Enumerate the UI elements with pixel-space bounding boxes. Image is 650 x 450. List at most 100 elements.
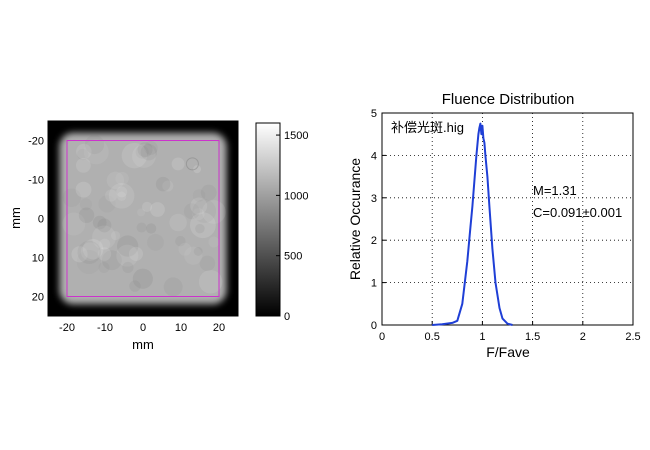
- line-x-ticks: 0 0.5 1 1.5 2 2.5: [379, 321, 641, 343]
- line-x-tick-label: 2.5: [625, 331, 640, 343]
- texture-blob: [129, 280, 141, 292]
- texture-blob: [183, 203, 200, 220]
- texture-blob: [147, 233, 164, 251]
- texture-blob: [76, 143, 92, 160]
- line-x-tick-label: 1.5: [525, 331, 540, 343]
- texture-blob: [135, 145, 149, 159]
- texture-blob: [108, 183, 135, 209]
- map-x-tick-label: 10: [175, 322, 187, 334]
- colorbar: 0 500 1000 1500: [255, 122, 308, 323]
- line-x-tick-label: 0: [379, 331, 385, 343]
- line-x-tick-label: 2: [580, 331, 586, 343]
- texture-blob: [128, 246, 144, 261]
- texture-blob: [132, 144, 156, 168]
- texture-blob: [121, 142, 148, 169]
- map-y-tick-label: -10: [28, 175, 44, 187]
- texture-blob: [141, 201, 153, 212]
- fluence-map: -20 -10 0 10 20 -20 -10 0 10 20 mm mm: [8, 120, 239, 352]
- line-y-tick-label: 4: [371, 150, 377, 162]
- texture-blob: [178, 242, 192, 256]
- texture-blob: [83, 139, 109, 165]
- annotation-file: 补偿光斑.hig: [391, 120, 464, 135]
- roi-box: [66, 140, 220, 297]
- texture-blob: [169, 213, 187, 232]
- line-y-label: Relative Occurance: [347, 158, 363, 280]
- map-y-tick-label: -20: [28, 136, 44, 148]
- plot-frame: [381, 112, 634, 326]
- colorbar-tick-label: 500: [284, 251, 302, 263]
- texture-blob: [106, 171, 125, 190]
- grid-lines: [382, 113, 633, 325]
- texture-blob: [75, 181, 92, 198]
- texture-blob: [98, 195, 116, 213]
- fluence-histogram: Fluence Distribution 0 0.5 1 1.5 2 2.5 0 1 2 3 4 5…: [347, 91, 641, 360]
- map-y-label: mm: [8, 207, 23, 229]
- texture-blob: [192, 208, 205, 221]
- texture-blob: [97, 218, 112, 233]
- colorbar-tick-label: 1000: [284, 190, 308, 202]
- map-y-tick-label: 0: [38, 214, 44, 226]
- map-y-ticks: -20 -10 0 10 20: [28, 136, 52, 304]
- line-y-tick-label: 0: [371, 320, 377, 332]
- map-y-tick-label: 20: [32, 292, 44, 304]
- texture-blob: [195, 223, 205, 234]
- texture-blob: [137, 142, 153, 158]
- annotation-m: M=1.31: [533, 183, 577, 198]
- texture-blob: [189, 212, 216, 239]
- texture-blob: [140, 144, 157, 161]
- texture-blob: [84, 134, 105, 155]
- texture-blob: [155, 176, 171, 192]
- texture-blob: [132, 268, 153, 289]
- annotation-c: C=0.091±0.001: [533, 205, 622, 220]
- texture-blob: [162, 180, 174, 192]
- line-y-ticks: 0 1 2 3 4 5: [371, 108, 386, 332]
- texture-blob: [193, 246, 203, 256]
- texture-blob: [171, 157, 185, 171]
- colorbar-ticks: 0 500 1000 1500: [276, 130, 308, 323]
- texture-blob: [199, 255, 216, 272]
- texture-blob: [116, 191, 127, 201]
- texture-blob: [76, 249, 101, 275]
- texture-blob: [92, 215, 107, 230]
- texture-blob: [98, 261, 110, 274]
- line-y-tick-label: 2: [371, 235, 377, 247]
- texture-blob: [163, 277, 183, 297]
- texture-blob: [80, 242, 100, 261]
- line-y-tick-label: 5: [371, 108, 377, 120]
- line-x-tick-label: 1: [479, 331, 485, 343]
- line-x-tick-label: 0.5: [425, 331, 440, 343]
- texture-blob: [105, 189, 118, 202]
- colorbar-tick-label: 0: [284, 311, 290, 323]
- texture-blob: [122, 261, 134, 274]
- map-x-tick-label: -10: [97, 322, 113, 334]
- texture-blob: [116, 244, 139, 267]
- texture-ring: [185, 157, 199, 171]
- texture-blob: [137, 208, 146, 217]
- map-y-tick-label: 10: [32, 253, 44, 265]
- map-x-ticks: -20 -10 0 10 20: [59, 312, 225, 334]
- texture-blob: [146, 223, 157, 234]
- colorbar-tick-label: 1500: [284, 130, 308, 142]
- texture-blob: [79, 198, 92, 211]
- texture-blob: [78, 207, 95, 223]
- texture-blob: [175, 235, 186, 247]
- texture-blob: [92, 225, 116, 250]
- texture-blob: [82, 238, 104, 260]
- texture-blob: [97, 247, 112, 261]
- texture-blob: [75, 157, 91, 173]
- texture-blob: [192, 199, 217, 223]
- map-x-tick-label: -20: [59, 322, 75, 334]
- colorbar-gradient: [255, 122, 281, 317]
- series-line: [432, 122, 513, 326]
- texture-blob: [201, 200, 226, 224]
- line-x-label: F/Fave: [486, 344, 530, 360]
- texture-blob: [116, 235, 139, 257]
- plot-area: [382, 113, 633, 325]
- texture-blob: [77, 240, 101, 265]
- texture-blob: [200, 184, 217, 201]
- map-x-label: mm: [132, 337, 154, 352]
- map-x-tick-label: 0: [140, 322, 146, 334]
- line-y-tick-label: 3: [371, 193, 377, 205]
- texture-blob: [71, 246, 88, 263]
